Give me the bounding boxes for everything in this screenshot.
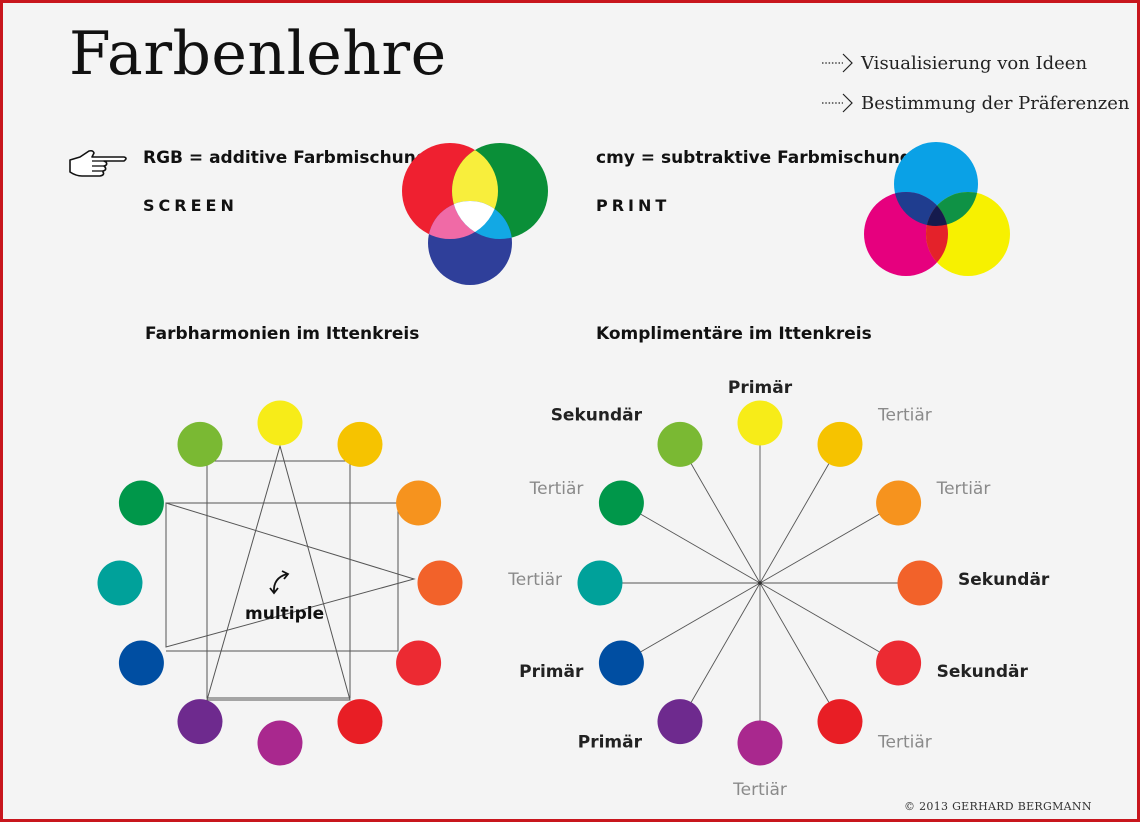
cmy-blue-overlap — [894, 192, 948, 226]
bullet-text: Visualisierung von Ideen — [861, 52, 1088, 74]
complement-color-circle — [598, 640, 644, 686]
complement-color-circle — [817, 699, 863, 745]
harmony-color-circle — [337, 699, 383, 745]
complement-wheel — [577, 400, 943, 766]
complement-color-circle — [657, 421, 703, 467]
page-title: Farbenlehre — [69, 19, 447, 89]
complement-spoke-line — [759, 582, 899, 664]
harmony-triangle-outline — [206, 444, 351, 701]
harmony-color-circle — [118, 640, 164, 686]
complement-spoke-line — [759, 502, 899, 584]
harmony-color-circle — [396, 480, 442, 526]
complement-label: Tertiär — [936, 479, 991, 499]
complement-label: Tertiär — [877, 405, 932, 425]
complement-spoke-line — [679, 582, 761, 722]
rgb-heading: RGB = additive Farbmischung — [143, 148, 429, 168]
complement-label: Sekundär — [937, 662, 1029, 682]
harmony-color-circle — [257, 400, 303, 446]
rgb-cyan-overlap — [452, 201, 512, 239]
complement-color-circle — [737, 720, 783, 766]
complement-spoke-line — [759, 582, 841, 722]
harmony-color-circle — [177, 421, 223, 467]
curved-arrows-icon — [269, 570, 290, 595]
color-diagram: Primär Tertiär Tertiär Sekundär Sekundär Tert… — [97, 142, 1050, 800]
harmony-heading: Farbharmonien im Ittenkreis — [145, 324, 420, 344]
copyright-credit: © 2013 GERHARD BERGMANN — [904, 800, 1092, 813]
complement-label: Sekundär — [958, 570, 1050, 590]
cmy-medium: PRINT — [596, 196, 671, 215]
harmony-wheel — [97, 400, 463, 766]
complement-color-circle — [577, 560, 623, 606]
complement-center-dot — [758, 581, 762, 585]
dotted-arrow-icon — [822, 93, 853, 113]
complement-color-circle — [737, 400, 783, 446]
complement-label: Primär — [519, 662, 584, 682]
pointing-hand-icon — [69, 149, 127, 177]
harmony-square-outline — [206, 460, 351, 699]
harmony-color-circle — [97, 560, 143, 606]
complement-label: Tertiär — [507, 570, 562, 590]
complement-color-circle — [876, 640, 922, 686]
cmy-green-overlap — [926, 192, 978, 226]
harmony-rectangle-outline — [166, 502, 399, 652]
complement-spoke-line — [679, 444, 761, 584]
complement-color-circle — [598, 480, 644, 526]
complement-color-circle — [657, 699, 703, 745]
complement-label: Tertiär — [529, 479, 584, 499]
bullet-text: Bestimmung der Präferenzen — [861, 92, 1130, 114]
complement-spoke-line — [621, 582, 761, 664]
complement-spoke-line — [621, 502, 761, 584]
complement-labels: Primär Tertiär Tertiär Sekundär Sekundär Tert… — [507, 378, 1050, 800]
harmony-color-circle — [177, 699, 223, 745]
complement-label: Tertiär — [732, 780, 787, 800]
complement-label: Primär — [728, 378, 793, 398]
rgb-medium: SCREEN — [143, 196, 238, 215]
harmony-wedge-outline — [165, 502, 416, 648]
rgb-venn — [402, 143, 548, 285]
harmony-geometry — [165, 444, 416, 701]
complement-label: Tertiär — [877, 733, 932, 753]
harmony-color-circle — [417, 560, 463, 606]
harmony-color-circle — [396, 640, 442, 686]
complement-color-circle — [897, 560, 943, 606]
bullet-list: Visualisierung von Ideen Bestimmung der … — [821, 43, 1130, 123]
harmony-color-circle — [118, 480, 164, 526]
complement-color-circle — [817, 421, 863, 467]
complement-label: Sekundär — [551, 405, 643, 425]
cmy-venn — [864, 142, 1010, 276]
complement-color-circle — [876, 480, 922, 526]
complement-heading: Komplimentäre im Ittenkreis — [596, 324, 872, 344]
harmony-color-circle — [257, 720, 303, 766]
complement-spokes — [600, 423, 920, 743]
cmy-heading: cmy = subtraktive Farbmischung — [596, 148, 912, 168]
harmony-center-label: multiple — [245, 604, 325, 624]
bullet-item: Visualisierung von Ideen — [821, 43, 1130, 83]
bullet-item: Bestimmung der Präferenzen — [821, 83, 1130, 123]
complement-spoke-line — [759, 444, 841, 584]
harmony-color-circle — [337, 421, 383, 467]
complement-label: Primär — [578, 733, 643, 753]
dotted-arrow-icon — [822, 53, 853, 73]
